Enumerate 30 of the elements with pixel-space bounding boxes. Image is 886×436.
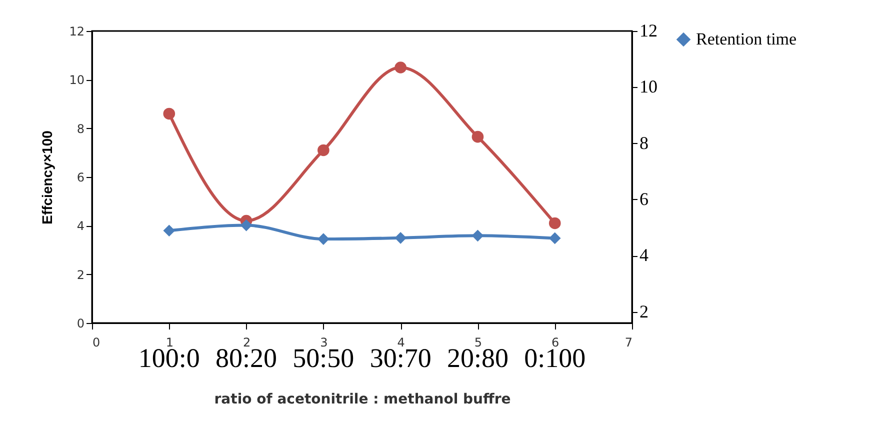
point: [163, 224, 176, 237]
y2-tick-label: 6: [640, 188, 648, 209]
x-tick-label: 0: [92, 336, 100, 350]
y2-tick-label: 2: [640, 301, 648, 322]
x-tick-label: 1: [166, 336, 174, 350]
point: [318, 144, 330, 156]
point: [240, 219, 252, 232]
y2-tick-label: 4: [640, 245, 648, 266]
y2-tick-label: 10: [640, 76, 658, 97]
point: [472, 230, 484, 242]
x-axis-title: ratio of acetonitrile : methanol buffre: [214, 392, 511, 408]
point: [548, 217, 561, 230]
y-tick-label: 8: [76, 122, 84, 136]
point: [548, 232, 561, 244]
y-tick-label: 0: [76, 316, 84, 330]
point: [163, 108, 176, 120]
point: [394, 62, 406, 74]
y-tick-label: 10: [69, 73, 84, 88]
point: [318, 233, 330, 245]
y-tick-label: 12: [69, 24, 84, 38]
point: [472, 130, 484, 143]
x-tick-label: 7: [624, 336, 632, 350]
y-axis-title: Effciency×100: [39, 130, 56, 224]
y-tick-label: 2: [76, 268, 84, 282]
y-tick-label: 6: [76, 170, 84, 184]
point: [394, 232, 406, 244]
y-tick-label: 4: [76, 219, 84, 234]
y2-tick-label: 12: [640, 20, 658, 40]
y2-tick-label: 8: [640, 132, 648, 153]
legend-label: Retention time: [696, 30, 797, 48]
